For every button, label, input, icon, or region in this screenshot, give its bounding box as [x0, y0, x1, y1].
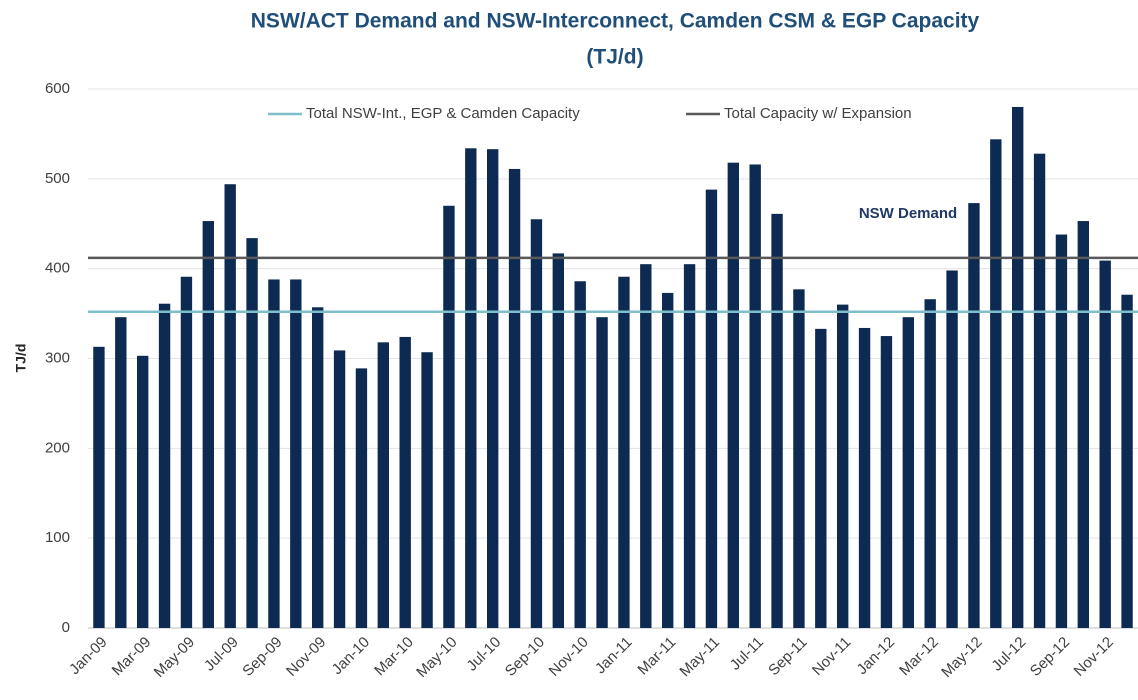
bar: [618, 276, 630, 628]
annotation: NSW Demand: [859, 205, 957, 222]
bar: [158, 303, 171, 628]
x-tick-label: Jul-11: [727, 634, 767, 674]
bar: [333, 350, 346, 628]
x-tick-label: Mar-10: [371, 634, 417, 680]
bar: [552, 253, 564, 628]
x-tick-label: Sep-12: [1027, 634, 1073, 680]
x-tick-label: Nov-11: [809, 634, 854, 679]
bar: [815, 328, 827, 628]
bar: [93, 346, 105, 628]
y-tick-label: 200: [45, 439, 70, 456]
bar: [1099, 260, 1111, 628]
legend-label: Total NSW-Int., EGP & Camden Capacity: [306, 105, 580, 122]
chart-subtitle: (TJ/d): [586, 46, 643, 69]
bar: [705, 189, 718, 628]
bar: [793, 289, 805, 628]
bar: [312, 307, 324, 628]
x-tick-label: May-11: [676, 634, 723, 681]
bar: [946, 270, 958, 628]
bar: [202, 221, 214, 628]
bar: [115, 317, 127, 628]
chart-title: NSW/ACT Demand and NSW-Interconnect, Cam…: [251, 10, 980, 33]
bar: [1055, 234, 1068, 628]
bar: [924, 299, 936, 628]
bar: [640, 264, 652, 628]
bar: [662, 292, 674, 628]
bar: [224, 184, 236, 628]
y-tick-label: 600: [45, 80, 70, 97]
bar: [574, 281, 586, 628]
bar: [246, 238, 258, 628]
bar: [180, 276, 193, 628]
bar: [683, 264, 696, 628]
y-tick-label: 0: [62, 619, 70, 636]
bar: [377, 342, 389, 628]
bar: [902, 317, 914, 628]
bar: [968, 203, 980, 629]
x-tick-label: Jul-10: [463, 634, 504, 675]
bar: [1077, 221, 1089, 628]
x-tick-label: Jan-10: [329, 634, 373, 678]
bar: [465, 148, 477, 629]
bar: [355, 368, 368, 628]
y-tick-label: 400: [45, 260, 70, 277]
bar: [1121, 294, 1133, 628]
bar: [858, 327, 871, 628]
x-tick-label: Jan-11: [592, 634, 636, 678]
bar: [771, 213, 783, 628]
y-tick-label: 300: [45, 349, 70, 366]
y-tick-label: 500: [45, 170, 70, 187]
bar: [749, 164, 761, 628]
x-tick-label: Nov-12: [1071, 634, 1117, 680]
bar: [530, 219, 543, 628]
x-tick-label: Mar-09: [109, 634, 155, 680]
bar: [399, 336, 411, 628]
bar: [290, 279, 302, 628]
legend-label: Total Capacity w/ Expansion: [724, 105, 912, 122]
bar: [268, 279, 280, 628]
y-tick-label: 100: [45, 529, 70, 546]
bar: [990, 139, 1002, 628]
x-tick-label: Jul-09: [201, 634, 242, 675]
bar: [487, 149, 499, 628]
bar: [727, 162, 739, 628]
x-tick-label: Jan-09: [66, 634, 110, 678]
bar: [421, 352, 433, 628]
x-tick-label: Sep-10: [502, 634, 548, 680]
x-tick-label: Mar-11: [634, 634, 679, 679]
x-tick-label: May-10: [413, 634, 460, 681]
x-tick-label: Jul-12: [988, 634, 1029, 675]
bar: [137, 355, 149, 628]
x-tick-label: Nov-10: [546, 634, 592, 680]
x-tick-label: Sep-11: [765, 634, 810, 679]
bar: [837, 304, 849, 628]
x-tick-label: Sep-09: [239, 634, 285, 680]
bar: [508, 168, 521, 628]
bar: [880, 336, 893, 628]
x-tick-label: Mar-12: [896, 634, 942, 680]
bar: [443, 205, 455, 629]
bar: [1012, 106, 1024, 628]
bar: [596, 317, 608, 628]
bar: [1033, 153, 1046, 628]
x-tick-label: Jan-12: [854, 634, 898, 678]
x-tick-label: May-09: [151, 634, 198, 681]
x-tick-label: May-12: [938, 634, 985, 681]
x-tick-label: Nov-09: [283, 634, 329, 680]
y-axis-label: TJ/d: [13, 344, 29, 373]
